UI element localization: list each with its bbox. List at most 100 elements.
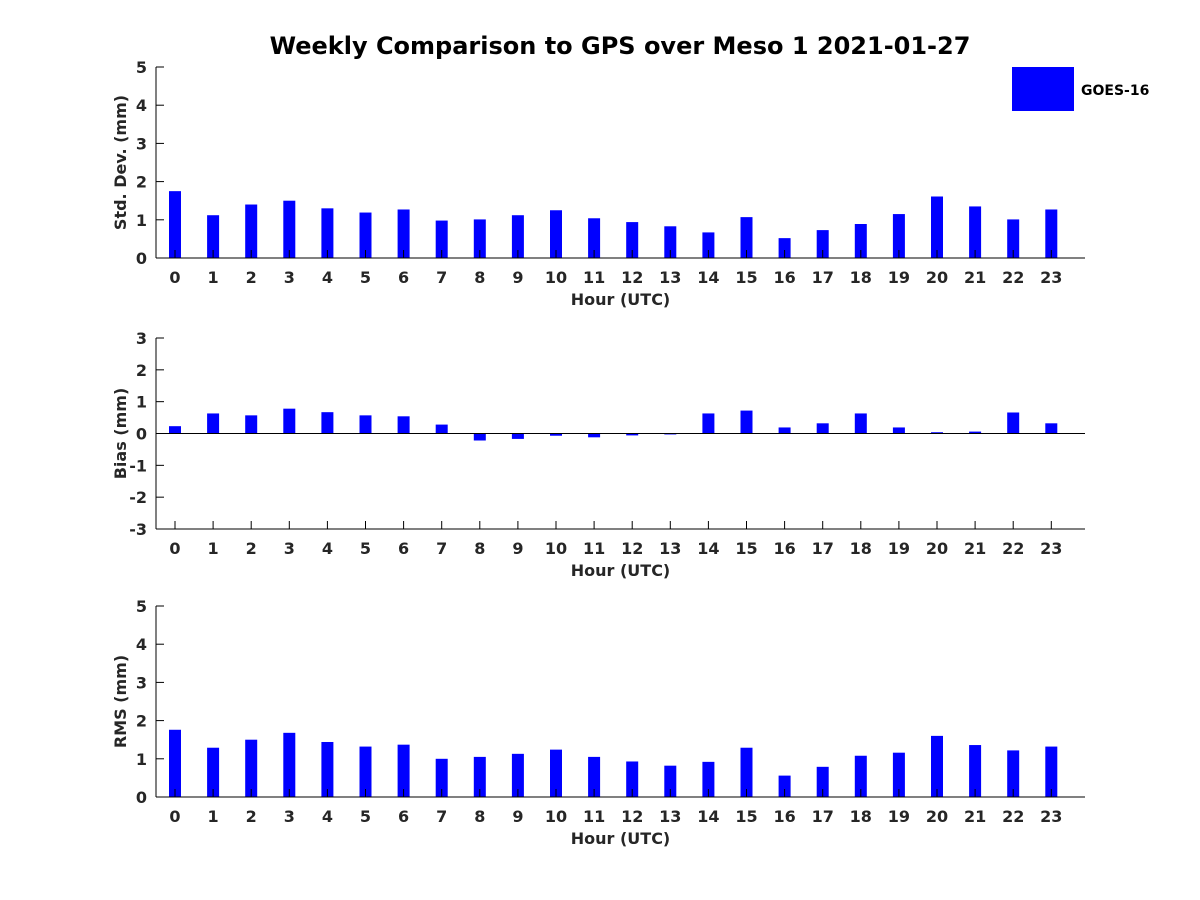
- x-tick-label: 18: [850, 268, 872, 287]
- bar-8: [473, 433, 486, 441]
- y-tick-label: -2: [129, 488, 147, 507]
- x-tick-label: 12: [621, 539, 643, 558]
- bar-5: [359, 212, 372, 258]
- legend-label: GOES-16: [1081, 83, 1149, 99]
- bar-13: [664, 226, 677, 258]
- bar-18: [854, 413, 867, 434]
- x-tick-label: 20: [926, 268, 948, 287]
- y-tick-label: 1: [136, 393, 147, 412]
- y-tick-label: -3: [129, 520, 147, 539]
- bar-13: [664, 765, 677, 797]
- bar-22: [1007, 750, 1020, 797]
- x-tick-label: 12: [621, 268, 643, 287]
- x-tick-label: 10: [545, 268, 567, 287]
- x-tick-label: 6: [398, 807, 409, 826]
- y-tick-label: 0: [136, 788, 147, 807]
- bar-20: [931, 432, 943, 434]
- x-tick-label: 20: [926, 539, 948, 558]
- x-tick-label: 2: [246, 807, 257, 826]
- bar-12: [626, 222, 639, 258]
- x-tick-label: 10: [545, 807, 567, 826]
- x-tick-label: 14: [697, 539, 719, 558]
- bar-6: [397, 416, 410, 434]
- bar-4: [321, 741, 334, 797]
- bar-3: [283, 732, 296, 797]
- bar-2: [245, 204, 258, 258]
- bar-14: [702, 413, 715, 434]
- x-tick-label: 18: [850, 807, 872, 826]
- bar-12: [626, 433, 639, 436]
- x-tick-label: 5: [360, 539, 371, 558]
- x-tick-label: 16: [773, 268, 795, 287]
- x-tick-label: 0: [169, 807, 180, 826]
- bar-23: [1045, 209, 1058, 258]
- bar-9: [511, 753, 524, 797]
- x-tick-label: 0: [169, 539, 180, 558]
- x-axis-label: Hour (UTC): [571, 561, 671, 580]
- bar-7: [435, 220, 448, 258]
- bar-12: [626, 761, 639, 797]
- x-tick-label: 5: [360, 268, 371, 287]
- x-tick-label: 11: [583, 539, 605, 558]
- y-tick-label: 2: [136, 361, 147, 380]
- x-tick-label: 1: [208, 807, 219, 826]
- bar-22: [1007, 412, 1020, 434]
- x-tick-label: 19: [888, 807, 910, 826]
- bar-0: [169, 729, 181, 797]
- x-tick-label: 8: [474, 268, 485, 287]
- x-tick-label: 9: [512, 807, 523, 826]
- x-tick-label: 19: [888, 539, 910, 558]
- x-tick-label: 23: [1040, 268, 1062, 287]
- x-tick-label: 17: [812, 807, 834, 826]
- bar-22: [1007, 219, 1020, 258]
- bar-14: [702, 232, 715, 258]
- y-tick-label: -1: [129, 456, 147, 475]
- bar-14: [702, 761, 715, 797]
- x-axis-label: Hour (UTC): [571, 290, 671, 309]
- bar-17: [816, 766, 829, 797]
- legend: GOES-16: [1012, 67, 1149, 111]
- x-tick-label: 9: [512, 268, 523, 287]
- x-tick-label: 6: [398, 539, 409, 558]
- x-tick-label: 2: [246, 539, 257, 558]
- bar-3: [283, 200, 296, 258]
- bar-0: [169, 191, 181, 258]
- x-tick-label: 18: [850, 539, 872, 558]
- bar-1: [207, 747, 220, 797]
- bar-10: [550, 749, 562, 797]
- bar-5: [359, 415, 372, 434]
- bar-23: [1045, 746, 1058, 797]
- bar-9: [511, 433, 524, 439]
- bar-10: [550, 433, 562, 436]
- x-tick-label: 15: [735, 268, 757, 287]
- y-axis-label: Bias (mm): [111, 388, 130, 480]
- x-tick-label: 12: [621, 807, 643, 826]
- x-tick-label: 11: [583, 807, 605, 826]
- x-tick-label: 8: [474, 539, 485, 558]
- x-tick-label: 2: [246, 268, 257, 287]
- x-tick-label: 3: [284, 807, 295, 826]
- x-tick-label: 23: [1040, 807, 1062, 826]
- x-tick-label: 4: [322, 539, 333, 558]
- bar-2: [245, 415, 258, 434]
- x-tick-label: 4: [322, 807, 333, 826]
- x-tick-label: 21: [964, 539, 986, 558]
- y-tick-label: 3: [136, 134, 147, 153]
- y-tick-label: 3: [136, 329, 147, 348]
- bar-21: [969, 206, 982, 258]
- x-tick-label: 9: [512, 539, 523, 558]
- bar-2: [245, 739, 258, 797]
- bar-19: [892, 427, 905, 434]
- x-tick-label: 15: [735, 539, 757, 558]
- bar-16: [778, 427, 791, 434]
- y-tick-label: 1: [136, 750, 147, 769]
- x-tick-label: 22: [1002, 807, 1024, 826]
- bar-1: [207, 413, 220, 434]
- x-tick-label: 21: [964, 807, 986, 826]
- bar-20: [931, 196, 943, 258]
- x-axis-label: Hour (UTC): [571, 829, 671, 848]
- bar-9: [511, 215, 524, 258]
